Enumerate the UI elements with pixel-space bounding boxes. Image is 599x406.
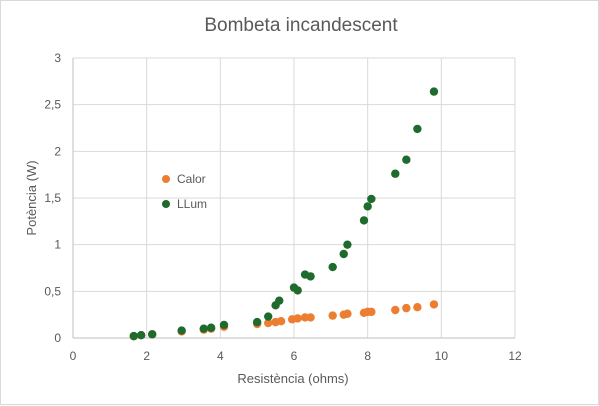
data-point-llum: [339, 249, 348, 259]
data-point-calor: [391, 305, 400, 315]
data-point-calor: [367, 307, 376, 317]
x-tick-label: 10: [435, 349, 449, 363]
data-point-llum: [359, 216, 369, 225]
data-point-calor: [328, 311, 337, 320]
y-tick-label: 3: [54, 51, 61, 65]
y-tick-label: 2: [54, 144, 61, 158]
data-point-llum: [429, 87, 439, 96]
data-point-llum: [199, 324, 208, 333]
legend-label-llum: LLum: [177, 197, 207, 211]
data-point-llum: [129, 331, 138, 341]
data-point-calor: [429, 300, 439, 309]
data-point-llum: [219, 320, 229, 330]
data-point-llum: [306, 272, 315, 281]
data-point-llum: [275, 296, 284, 305]
x-tick-label: 12: [508, 349, 522, 363]
data-point-calor: [306, 313, 315, 322]
data-point-llum: [136, 331, 146, 340]
data-point-calor: [264, 318, 273, 328]
data-point-llum: [264, 312, 273, 321]
x-tick-label: 8: [364, 349, 371, 363]
x-tick-label: 0: [70, 349, 77, 363]
y-tick-label: 1: [54, 238, 61, 252]
legend-marker-llum: [162, 200, 170, 208]
legend-label-calor: Calor: [177, 172, 206, 186]
y-tick-label: 0: [54, 331, 61, 345]
data-points: [129, 87, 439, 341]
data-point-llum: [413, 124, 422, 134]
x-axis-title: Resistència (ohms): [237, 371, 348, 386]
y-axis-title: Potència (W): [24, 160, 39, 235]
x-tick-label: 2: [143, 349, 150, 363]
y-tick-label: 1,5: [44, 191, 61, 205]
data-point-llum: [206, 323, 216, 332]
data-point-calor: [276, 317, 286, 326]
data-point-llum: [402, 155, 411, 164]
data-point-llum: [293, 286, 302, 295]
tick-labels: 0 0,5 1 1,5 2 2,5 3 0 2 4 6 8 10 12: [44, 51, 522, 363]
data-point-llum: [343, 240, 352, 249]
x-tick-label: 6: [291, 349, 298, 363]
y-tick-label: 2,5: [44, 98, 61, 112]
data-point-llum: [147, 330, 157, 339]
data-point-calor: [402, 303, 411, 313]
data-point-llum: [367, 194, 376, 204]
data-point-llum: [177, 326, 186, 335]
data-point-llum: [252, 317, 262, 327]
axes: [72, 58, 515, 339]
data-point-calor: [343, 309, 352, 318]
x-tick-label: 4: [217, 349, 224, 363]
data-point-llum: [328, 262, 337, 272]
data-point-llum: [391, 169, 400, 178]
y-tick-label: 0,5: [44, 284, 61, 298]
legend: Calor LLum: [162, 172, 207, 211]
chart-title: Bombeta incandescent: [204, 15, 398, 36]
gridlines: [73, 57, 516, 338]
data-point-calor: [293, 314, 302, 323]
data-point-calor: [413, 303, 422, 312]
data-point-llum: [363, 202, 372, 211]
legend-marker-calor: [162, 175, 170, 183]
